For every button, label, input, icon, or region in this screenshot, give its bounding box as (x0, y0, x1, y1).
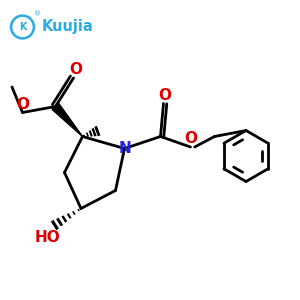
Text: O: O (69, 62, 82, 77)
Text: N: N (118, 141, 131, 156)
Polygon shape (52, 103, 82, 136)
Text: O: O (184, 131, 198, 146)
Text: K: K (19, 22, 26, 32)
Text: O: O (158, 88, 171, 103)
Text: ®: ® (34, 11, 41, 17)
Text: Kuujia: Kuujia (41, 20, 93, 34)
Text: HO: HO (35, 230, 61, 244)
Text: O: O (16, 97, 29, 112)
